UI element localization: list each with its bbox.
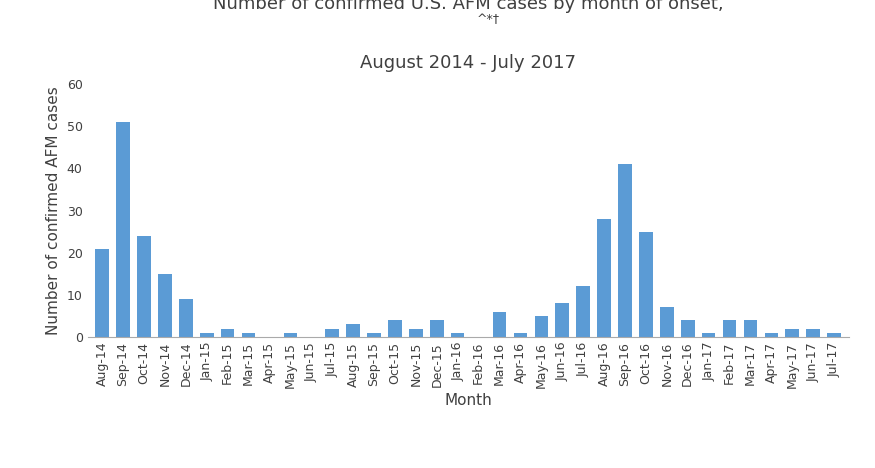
- Bar: [514, 333, 528, 337]
- Bar: [493, 312, 507, 337]
- Bar: [200, 333, 214, 337]
- Bar: [577, 286, 590, 337]
- Bar: [598, 219, 611, 337]
- Bar: [807, 329, 820, 337]
- X-axis label: Month: Month: [444, 394, 492, 409]
- Bar: [220, 329, 234, 337]
- Y-axis label: Number of confirmed AFM cases: Number of confirmed AFM cases: [46, 86, 61, 335]
- Bar: [179, 299, 192, 337]
- Bar: [744, 320, 757, 337]
- Bar: [702, 333, 716, 337]
- Bar: [346, 324, 360, 337]
- Bar: [409, 329, 423, 337]
- Text: ^*†: ^*†: [477, 13, 500, 26]
- Bar: [660, 307, 674, 337]
- Bar: [451, 333, 465, 337]
- Bar: [786, 329, 799, 337]
- Bar: [284, 333, 298, 337]
- Bar: [158, 274, 172, 337]
- Bar: [430, 320, 444, 337]
- Bar: [535, 316, 548, 337]
- Bar: [242, 333, 256, 337]
- Bar: [639, 232, 653, 337]
- Bar: [368, 333, 381, 337]
- Bar: [681, 320, 695, 337]
- Bar: [556, 303, 569, 337]
- Bar: [618, 164, 632, 337]
- Bar: [116, 122, 130, 337]
- Bar: [388, 320, 402, 337]
- Title: Number of confirmed U.S. AFM cases by month of onset,

August 2014 - July 2017: Number of confirmed U.S. AFM cases by mo…: [213, 0, 724, 72]
- Bar: [765, 333, 778, 337]
- Bar: [723, 320, 737, 337]
- Bar: [326, 329, 339, 337]
- Bar: [828, 333, 841, 337]
- Bar: [95, 249, 108, 337]
- Bar: [137, 236, 150, 337]
